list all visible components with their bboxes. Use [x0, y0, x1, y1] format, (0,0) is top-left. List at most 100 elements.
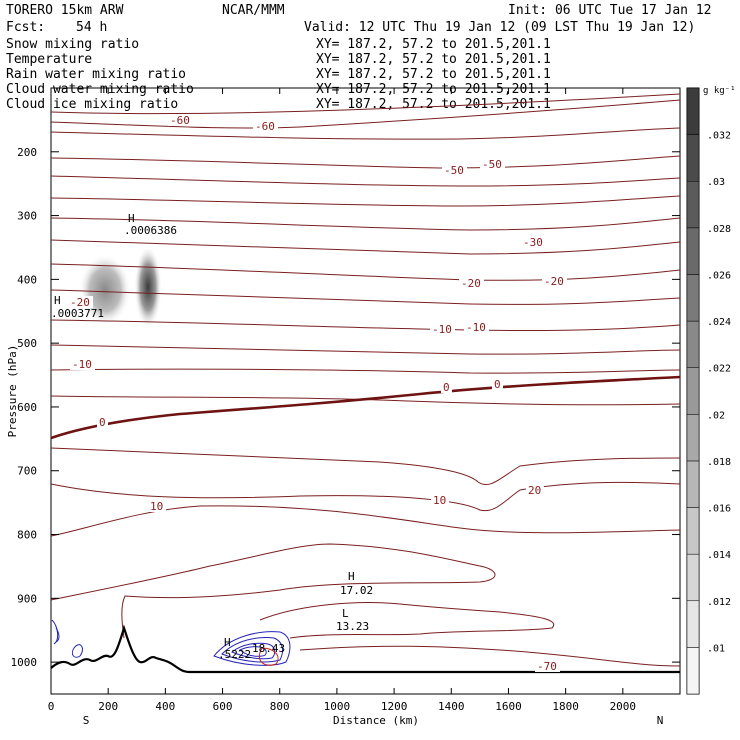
y-tick-label: 400 — [17, 273, 37, 286]
label-backdrop — [521, 236, 546, 248]
temperature-label: 10 — [150, 500, 163, 513]
forecast-hours: 54 h — [76, 20, 107, 35]
colorbar-cell — [686, 320, 700, 368]
colorbar-cell — [686, 367, 700, 415]
x-tick-label: 1600 — [495, 700, 522, 713]
colorbar-unit: g kg⁻¹ — [703, 86, 736, 96]
init-time: Init: 06 UTC Tue 17 Jan 12 — [508, 3, 712, 18]
extremum-kind: H — [224, 636, 231, 649]
temperature-label: 0 — [443, 381, 450, 394]
colorbar-cell — [686, 414, 700, 462]
temperature-label: -60 — [255, 120, 275, 133]
x-tick-label: 200 — [98, 700, 118, 713]
x-axis-label: Distance (km) — [333, 714, 419, 727]
label-backdrop — [168, 114, 193, 126]
extremum-kind: H — [348, 570, 355, 583]
label-backdrop — [480, 158, 505, 170]
y-tick-label: 200 — [17, 146, 37, 159]
temperature-label: -50 — [482, 158, 502, 171]
temperature-contours — [50, 93, 681, 667]
org-label: NCAR/MMM — [222, 3, 285, 18]
terrain-profile — [50, 624, 680, 674]
temperature-label: -70 — [537, 660, 557, 673]
y-axis-label: Pressure (hPa) — [6, 345, 19, 438]
extremum-kind: L — [342, 607, 349, 620]
colorbar-tick: .018 — [707, 457, 731, 468]
colorbar-tick: .024 — [707, 317, 731, 328]
label-backdrop — [253, 120, 278, 132]
temperature-label: 0 — [99, 416, 106, 429]
snow-mixing-ratio-core — [134, 245, 162, 329]
colorbar: .01 .012 .014 .016 .018 .02 .022 .024 .026 .028 .0… — [686, 86, 736, 695]
x-tick-label: 1000 — [324, 700, 351, 713]
colorbar-tick: .028 — [707, 224, 731, 235]
colorbar-cell — [686, 180, 700, 229]
field-name: Snow mixing ratio — [6, 37, 139, 52]
extremum-value: 13.23 — [336, 620, 369, 633]
extremum-value: .0003771 — [51, 307, 104, 320]
colorbar-cell — [686, 87, 700, 135]
colorbar-tick: .012 — [707, 597, 731, 608]
colorbar-tick: .03 — [707, 177, 725, 188]
label-backdrop — [441, 381, 452, 393]
north-label: N — [657, 714, 664, 727]
y-tick-label: 500 — [17, 337, 37, 350]
rain-water-contour — [258, 647, 279, 666]
extremum-value: 17.02 — [340, 584, 373, 597]
field-xy: XY= 187.2, 57.2 to 201.5,201.1 — [316, 52, 551, 67]
valid-time: Valid: 12 UTC Thu 19 Jan 12 (09 LST Thu … — [304, 20, 695, 35]
colorbar-cell — [686, 553, 700, 602]
x-tick-label: 600 — [213, 700, 233, 713]
field-name: Temperature — [6, 52, 92, 67]
temperature-labels: -60 -60 -50 -50 -30 -20 -20 -20 -10 -10 -10 0 0 0 10 10… — [68, 114, 567, 673]
temperature-label: -50 — [444, 164, 464, 177]
temperature-label: -20 — [70, 296, 90, 309]
colorbar-tick: .01 — [707, 643, 725, 654]
label-backdrop — [492, 378, 503, 390]
extremum-value: 18.43 — [252, 642, 285, 655]
y-tick-label: 700 — [17, 465, 37, 478]
temperature-label: -10 — [466, 321, 486, 334]
x-tick-label: 2000 — [610, 700, 637, 713]
label-backdrop — [431, 494, 449, 506]
plot-frame — [50, 87, 681, 695]
temperature-label: -60 — [170, 114, 190, 127]
field-xy: XY= 187.2, 57.2 to 201.5,201.1 — [316, 97, 551, 112]
colorbar-tick: .032 — [707, 131, 731, 142]
x-tick-label: 1800 — [552, 700, 579, 713]
colorbar-cell — [686, 600, 700, 648]
field-xy: XY= 187.2, 57.2 to 201.5,201.1 — [316, 37, 551, 52]
cloud-water-contours — [51, 619, 291, 666]
colorbar-cell — [686, 274, 700, 322]
temperature-label: 0 — [494, 378, 501, 391]
model-title: TORERO 15km ARW — [6, 3, 124, 18]
label-backdrop — [442, 164, 467, 176]
label-backdrop — [464, 321, 489, 333]
field-xy: XY= 187.2, 57.2 to 201.5,201.1 — [316, 82, 551, 97]
extremum-value: .0006386 — [124, 224, 177, 237]
x-tick-label: 800 — [270, 700, 290, 713]
colorbar-tick: .026 — [707, 270, 731, 281]
colorbar-cell — [686, 460, 700, 508]
temperature-label: -20 — [461, 277, 481, 290]
colorbar-cell — [686, 134, 700, 182]
temperature-label: -10 — [432, 323, 452, 336]
y-tick-label: 600 — [17, 401, 37, 414]
label-backdrop — [535, 660, 560, 672]
field-xy: XY= 187.2, 57.2 to 201.5,201.1 — [316, 67, 551, 82]
colorbar-tick: .022 — [707, 364, 731, 375]
colorbar-cell — [686, 647, 700, 695]
colorbar-tick: .014 — [707, 550, 731, 561]
temperature-label: 20 — [528, 484, 541, 497]
forecast-label: Fcst: — [6, 20, 45, 35]
extremum-value: .5222 — [218, 648, 251, 661]
y-tick-label: 900 — [17, 592, 37, 605]
colorbar-cell — [686, 227, 700, 275]
x-tick-label: 1200 — [381, 700, 408, 713]
field-legend: Snow mixing ratio XY= 187.2, 57.2 to 201.… — [6, 37, 551, 112]
temperature-label: -10 — [72, 358, 92, 371]
label-backdrop — [148, 500, 166, 512]
south-label: S — [83, 714, 90, 727]
